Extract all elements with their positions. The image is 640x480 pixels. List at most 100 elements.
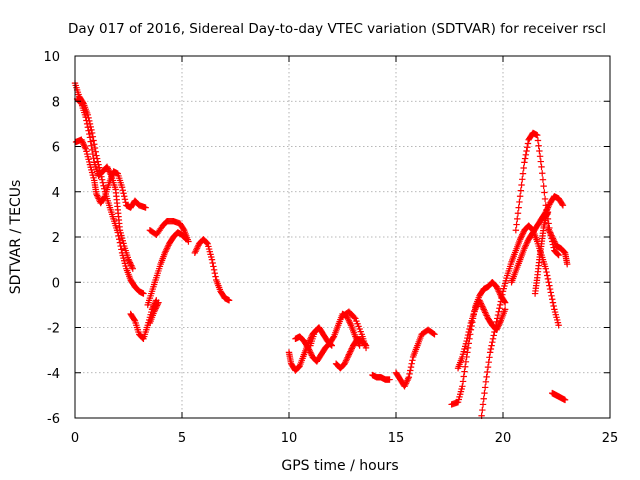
data-point xyxy=(407,363,415,371)
data-point xyxy=(555,322,562,329)
data-point xyxy=(479,406,486,414)
y-tick-label: -6 xyxy=(47,412,60,427)
data-point xyxy=(154,300,161,308)
data-point xyxy=(345,351,353,358)
data-point xyxy=(212,273,219,280)
data-point xyxy=(153,302,161,309)
chart-title: Day 017 of 2016, Sidereal Day-to-day VTE… xyxy=(68,21,606,37)
data-point xyxy=(140,290,147,297)
data-point xyxy=(100,182,107,189)
data-point xyxy=(471,306,479,313)
data-point xyxy=(126,259,134,266)
data-point xyxy=(118,246,125,253)
data-point xyxy=(538,163,545,171)
data-point xyxy=(191,249,199,257)
data-point xyxy=(541,195,549,203)
data-point xyxy=(163,245,171,252)
data-point xyxy=(347,320,354,327)
data-point xyxy=(546,229,554,236)
data-point xyxy=(555,251,562,259)
data-point xyxy=(164,243,171,251)
series-s5 xyxy=(144,229,190,309)
data-point xyxy=(523,240,530,247)
data-point xyxy=(551,239,559,247)
data-point xyxy=(550,236,557,244)
data-point xyxy=(546,285,554,293)
data-point xyxy=(348,345,355,352)
data-point xyxy=(466,322,474,330)
x-tick-label: 5 xyxy=(178,431,186,446)
series-s17 xyxy=(454,297,509,372)
data-point xyxy=(545,220,552,227)
data-point xyxy=(549,235,557,242)
data-point xyxy=(106,168,113,175)
data-point xyxy=(518,233,525,240)
data-point xyxy=(488,342,495,349)
data-point xyxy=(88,126,95,134)
data-point xyxy=(162,248,169,255)
data-point xyxy=(82,113,89,121)
data-point xyxy=(88,142,95,149)
data-point xyxy=(120,190,127,197)
data-point xyxy=(473,303,480,310)
data-point xyxy=(536,153,544,160)
data-point xyxy=(161,249,169,257)
data-point xyxy=(430,330,437,337)
data-point xyxy=(351,314,358,321)
y-tick-label: 4 xyxy=(52,186,60,201)
data-point xyxy=(78,136,85,143)
data-points xyxy=(71,79,571,419)
data-point xyxy=(153,303,160,311)
data-point xyxy=(345,352,352,360)
data-point xyxy=(524,239,531,246)
data-point xyxy=(549,299,557,306)
data-point xyxy=(522,242,530,249)
data-point xyxy=(85,127,92,134)
data-point xyxy=(480,306,487,313)
data-point xyxy=(544,208,552,216)
data-point xyxy=(342,357,350,364)
data-point xyxy=(519,176,526,183)
data-point xyxy=(96,164,103,171)
data-point xyxy=(342,358,349,366)
data-point xyxy=(407,367,414,374)
data-point xyxy=(295,364,302,371)
data-point xyxy=(408,360,415,367)
data-point xyxy=(517,187,525,194)
data-point xyxy=(460,373,467,380)
data-point xyxy=(81,144,89,151)
data-point xyxy=(90,137,97,144)
data-point xyxy=(479,303,486,310)
data-point xyxy=(483,373,490,381)
x-tick-label: 25 xyxy=(602,431,619,446)
data-point xyxy=(401,383,408,390)
data-point xyxy=(486,354,493,361)
data-point xyxy=(139,334,146,342)
data-point xyxy=(483,312,490,319)
data-point xyxy=(89,150,97,158)
data-point xyxy=(547,230,554,238)
data-point xyxy=(346,349,353,357)
data-point xyxy=(494,286,502,293)
data-point xyxy=(495,308,502,315)
data-point xyxy=(403,378,410,385)
data-point xyxy=(513,221,520,228)
data-point xyxy=(462,358,470,366)
data-point xyxy=(150,308,158,315)
data-point xyxy=(489,335,497,343)
data-point xyxy=(131,316,138,323)
data-point xyxy=(121,196,129,203)
data-point xyxy=(464,331,472,339)
data-point xyxy=(485,358,492,366)
data-point xyxy=(494,315,501,322)
data-point xyxy=(560,248,567,255)
data-point xyxy=(476,297,483,304)
data-point xyxy=(482,310,490,318)
data-point xyxy=(561,396,569,404)
data-point xyxy=(547,289,554,296)
data-point xyxy=(87,138,94,145)
data-point xyxy=(81,142,88,149)
data-point xyxy=(524,140,532,147)
data-point xyxy=(521,155,529,162)
data-point xyxy=(522,151,530,158)
